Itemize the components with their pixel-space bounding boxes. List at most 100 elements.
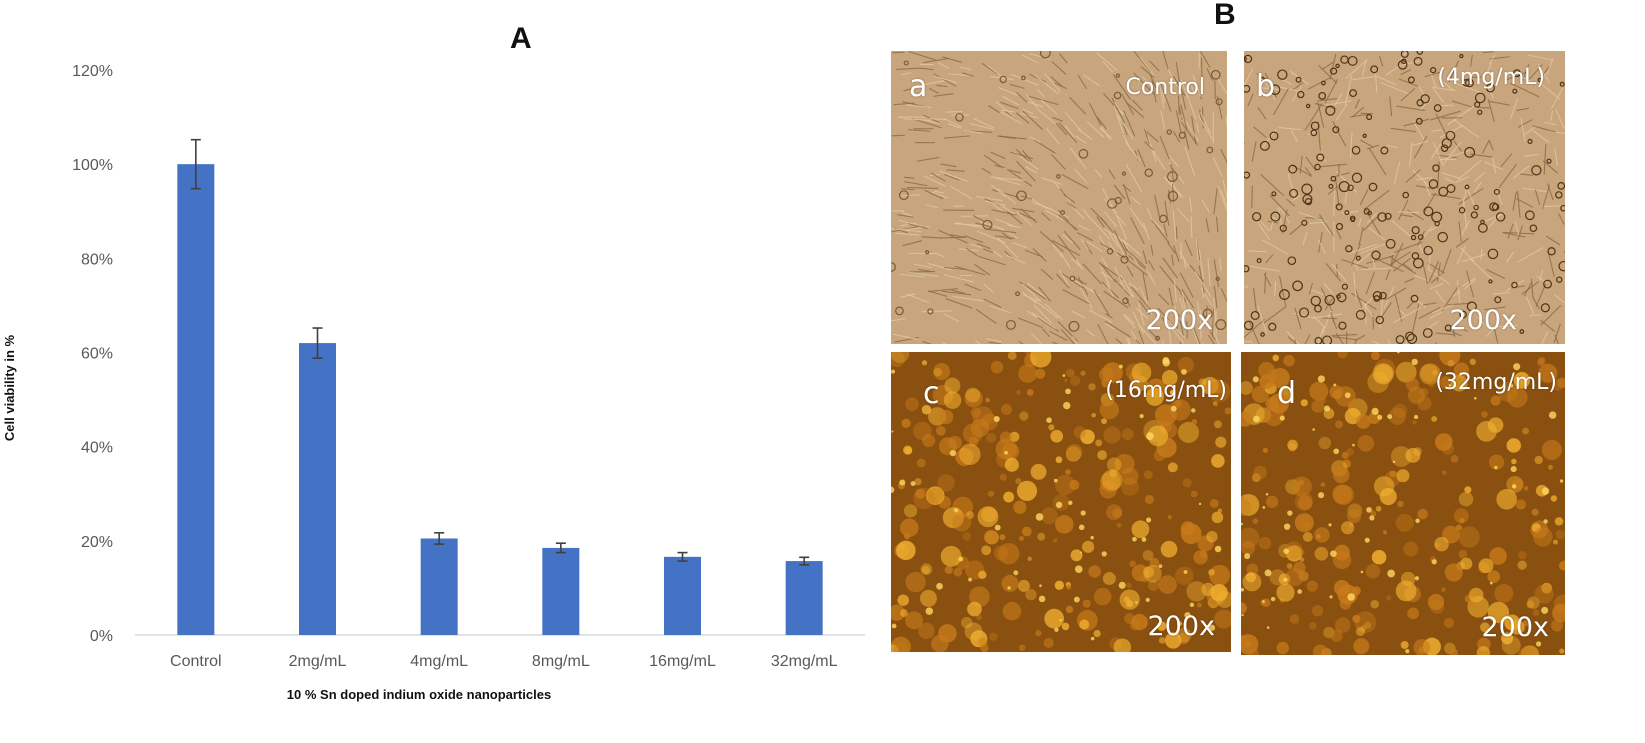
fluorescent-spot bbox=[1392, 403, 1408, 418]
fluorescent-highlight bbox=[1101, 551, 1107, 557]
fluorescent-spot bbox=[1269, 569, 1286, 586]
cell-body bbox=[1310, 295, 1321, 307]
cell-fiber bbox=[1304, 166, 1312, 176]
bar bbox=[542, 547, 580, 635]
fluorescent-spot bbox=[1320, 482, 1326, 487]
fluorescent-spot bbox=[966, 511, 974, 519]
cell-fiber bbox=[1362, 214, 1380, 232]
cell-body bbox=[1114, 196, 1122, 205]
cell-fiber bbox=[1104, 211, 1118, 228]
fluorescent-spot bbox=[1371, 549, 1387, 565]
fluorescent-spot bbox=[1443, 617, 1455, 629]
cell-fiber bbox=[1263, 306, 1287, 324]
cell-fiber bbox=[1554, 334, 1559, 344]
fluorescent-spot bbox=[1082, 540, 1095, 553]
cell-fiber bbox=[1040, 268, 1054, 280]
cell-fiber bbox=[1113, 184, 1126, 200]
cell-fiber bbox=[1452, 100, 1472, 108]
fluorescent-spot bbox=[1106, 457, 1122, 472]
cell-fiber bbox=[1036, 88, 1045, 98]
fluorescent-highlight bbox=[1312, 428, 1315, 431]
fluorescent-spot bbox=[921, 360, 928, 366]
cell-body bbox=[1487, 248, 1499, 260]
cell-fiber bbox=[1142, 76, 1155, 92]
cell-fiber bbox=[1064, 124, 1075, 138]
cell-fiber bbox=[1430, 143, 1442, 160]
cell-fiber bbox=[1127, 338, 1131, 344]
cell-fiber bbox=[1006, 254, 1026, 265]
fluorescent-spot bbox=[925, 486, 945, 506]
cell-fiber bbox=[992, 189, 1019, 198]
fluorescent-highlight bbox=[1262, 600, 1265, 603]
cell-body bbox=[1328, 183, 1334, 189]
cell-fiber bbox=[1354, 252, 1371, 267]
micrograph-16mg-image bbox=[891, 352, 1231, 652]
cell-body bbox=[1078, 148, 1089, 159]
cell-fiber bbox=[940, 163, 957, 168]
fluorescent-spot bbox=[1379, 488, 1397, 506]
cell-fiber bbox=[1422, 302, 1437, 306]
cell-body bbox=[1322, 335, 1333, 344]
fluorescent-highlight bbox=[1360, 570, 1364, 574]
cell-fiber bbox=[1194, 271, 1212, 297]
cell-fiber bbox=[1096, 216, 1105, 228]
fluorescent-spot bbox=[1055, 456, 1063, 464]
cell-fiber bbox=[1488, 54, 1496, 65]
cell-body bbox=[1120, 255, 1129, 264]
fluorescent-highlight bbox=[1068, 500, 1073, 505]
fluorescent-spot bbox=[905, 611, 923, 630]
cell-fiber bbox=[983, 248, 994, 254]
fluorescent-highlight bbox=[1330, 550, 1337, 557]
cell-fiber bbox=[1065, 112, 1082, 132]
fluorescent-spot bbox=[1121, 428, 1134, 441]
fluorescent-spot bbox=[937, 474, 955, 492]
cell-fiber bbox=[905, 104, 932, 109]
fluorescent-spot bbox=[1334, 544, 1350, 561]
cell-body bbox=[1411, 226, 1420, 235]
fluorescent-highlight bbox=[1448, 384, 1452, 387]
cell-fiber bbox=[1481, 139, 1490, 154]
fluorescent-spot bbox=[1534, 584, 1554, 604]
cell-fiber bbox=[1476, 316, 1490, 330]
cell-fiber bbox=[1462, 198, 1468, 229]
cell-fiber bbox=[1100, 217, 1114, 234]
cell-fiber bbox=[1396, 105, 1426, 112]
cell-fiber bbox=[1138, 299, 1151, 315]
cell-fiber bbox=[1432, 87, 1445, 103]
cell-fiber bbox=[923, 58, 949, 64]
fluorescent-spot bbox=[1102, 362, 1123, 384]
fluorescent-highlight bbox=[1007, 586, 1011, 590]
cell-body bbox=[1372, 291, 1383, 301]
fluorescent-spot bbox=[1066, 584, 1072, 590]
cell-fiber bbox=[1387, 339, 1391, 344]
cell-body bbox=[1349, 89, 1358, 98]
cell-fiber bbox=[1527, 54, 1554, 61]
cell-fiber bbox=[1398, 78, 1419, 87]
panel-b-letter: B bbox=[1214, 0, 1236, 31]
fluorescent-highlight bbox=[1054, 627, 1059, 632]
fluorescent-spot bbox=[1285, 567, 1304, 587]
cell-fiber bbox=[1412, 169, 1430, 187]
cell-body bbox=[1330, 175, 1337, 182]
cell-fiber bbox=[928, 87, 939, 94]
cell-fiber bbox=[1488, 139, 1494, 151]
cell-fiber bbox=[1032, 202, 1053, 210]
cell-fiber bbox=[1421, 321, 1439, 333]
fluorescent-spot bbox=[1269, 367, 1290, 389]
cell-fiber bbox=[1108, 169, 1116, 180]
cell-fiber bbox=[1553, 293, 1565, 304]
fluorescent-spot bbox=[1252, 518, 1259, 524]
cell-body bbox=[1351, 172, 1363, 183]
fluorescent-spot bbox=[1494, 583, 1514, 603]
cell-fiber bbox=[1071, 310, 1086, 319]
cell-body bbox=[1113, 91, 1122, 100]
fluorescent-spot bbox=[1196, 602, 1202, 608]
cell-fiber bbox=[997, 237, 1019, 259]
cell-fiber bbox=[891, 318, 906, 322]
cell-fiber bbox=[891, 228, 922, 233]
cell-fiber bbox=[1019, 212, 1036, 221]
cell-fiber bbox=[1080, 238, 1089, 250]
cell-body bbox=[1473, 204, 1479, 211]
cell-fiber bbox=[1521, 280, 1540, 295]
fluorescent-highlight bbox=[1279, 415, 1285, 421]
